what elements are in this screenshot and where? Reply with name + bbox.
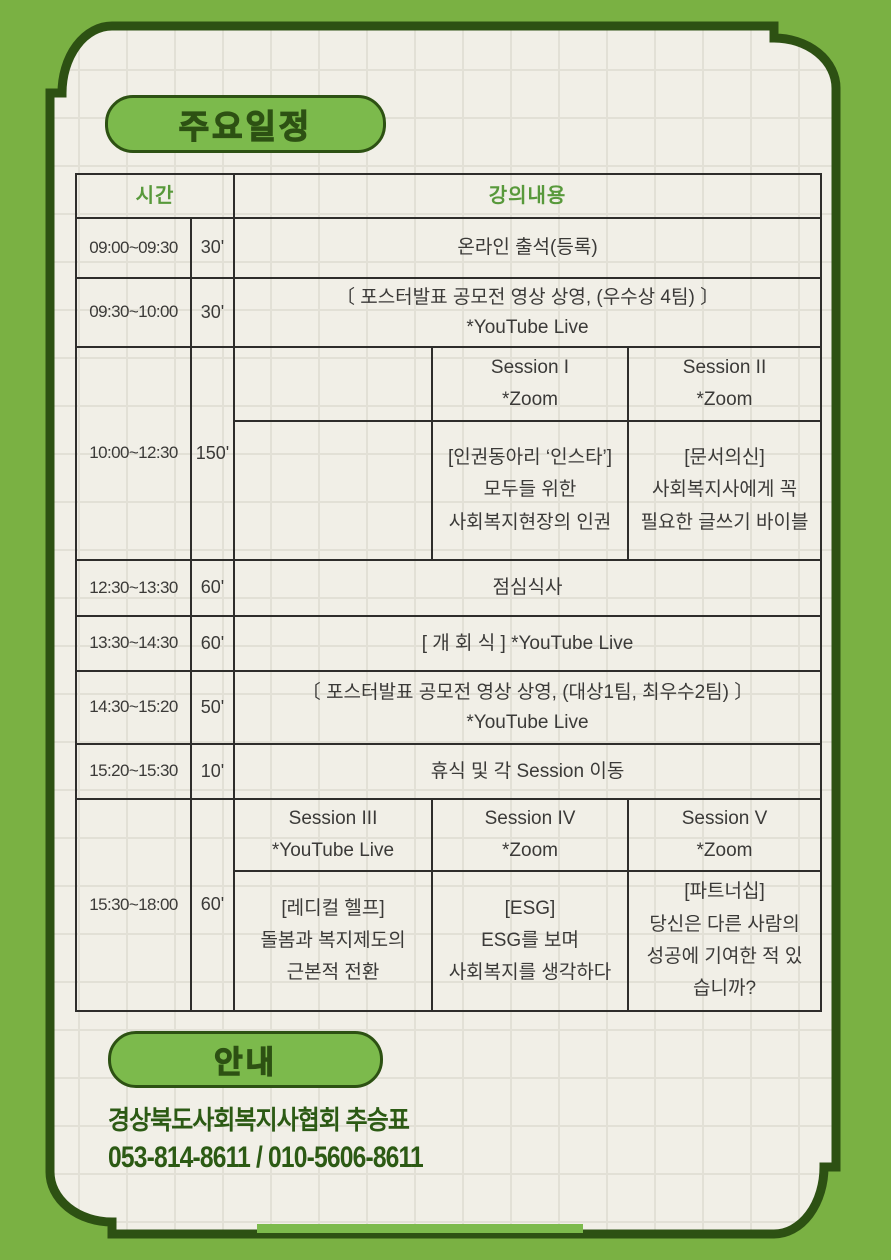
- time-cell: 13:30~14:30: [75, 615, 192, 672]
- table-row: 10:00~12:30 150' Session I *Zoom Session…: [75, 346, 823, 561]
- time-cell: 15:30~18:00: [75, 798, 192, 1012]
- session-header-cell: Session V *Zoom: [626, 798, 823, 872]
- table-row: 14:30~15:20 50' 〔 포스터발표 공모전 영상 상영, (대상1팀…: [75, 670, 823, 745]
- duration-cell: 50': [190, 670, 235, 745]
- session-header-cell: Session IV *Zoom: [431, 798, 629, 872]
- duration-cell: 150': [190, 346, 235, 561]
- time-cell: 09:30~10:00: [75, 277, 192, 348]
- session-header-cell: [233, 346, 433, 422]
- schedule-title-badge: 주요일정: [105, 95, 386, 153]
- duration-cell: 60': [190, 559, 235, 617]
- content-cell: 점심식사: [232, 559, 823, 617]
- contact-organization: 경상북도사회복지사협회 추승표: [108, 1105, 410, 1135]
- session-header-cell: Session II *Zoom: [626, 346, 823, 422]
- duration-cell: 30': [190, 277, 235, 348]
- table-row: 15:20~15:30 10' 휴식 및 각 Session 이동: [75, 743, 823, 800]
- duration-cell: 30': [190, 217, 235, 279]
- table-row: 09:00~09:30 30' 온라인 출석(등록): [75, 217, 823, 279]
- header-row: 시간 강의내용: [75, 173, 823, 219]
- session-body-cell: [233, 420, 433, 561]
- session-body-cell: [파트너십] 당신은 다른 사람의 성공에 기여한 적 있 습니까?: [626, 870, 823, 1012]
- table-row: 12:30~13:30 60' 점심식사: [75, 559, 823, 617]
- session-body-cell: [레디컬 헬프] 돌봄과 복지제도의 근본적 전환: [233, 870, 433, 1012]
- content-cell: 〔 포스터발표 공모전 영상 상영, (대상1팀, 최우수2팀) 〕 *YouT…: [232, 670, 823, 745]
- time-cell: 10:00~12:30: [75, 346, 192, 561]
- time-cell: 12:30~13:30: [75, 559, 192, 617]
- duration-cell: 60': [190, 798, 235, 1012]
- table-row: [레디컬 헬프] 돌봄과 복지제도의 근본적 전환 [ESG] ESG를 보며 …: [76, 870, 823, 1012]
- time-cell: 14:30~15:20: [75, 670, 192, 745]
- duration-cell: 10': [190, 743, 235, 800]
- time-cell: 15:20~15:30: [75, 743, 192, 800]
- session-body-cell: [ESG] ESG를 보며 사회복지를 생각하다: [431, 870, 629, 1012]
- schedule-table: 시간 강의내용 09:00~09:30 30' 온라인 출석(등록) 09:30…: [75, 173, 823, 1012]
- content-cell: [ 개 회 식 ] *YouTube Live: [232, 615, 823, 672]
- time-cell: 09:00~09:30: [75, 217, 192, 279]
- table-row: 15:30~18:00 60' Session III *YouTube Liv…: [75, 798, 823, 1012]
- content-cell: 휴식 및 각 Session 이동: [232, 743, 823, 800]
- info-title-label: 안내: [213, 1044, 278, 1080]
- time-header-cell: 시간: [75, 173, 235, 219]
- session-body-cell: [인권동아리 ‘인스타’] 모두들 위한 사회복지현장의 인권: [431, 420, 629, 561]
- duration-cell: 60': [190, 615, 235, 672]
- table-row: 09:30~10:00 30' 〔 포스터발표 공모전 영상 상영, (우수상 …: [75, 277, 823, 348]
- table-row: 13:30~14:30 60' [ 개 회 식 ] *YouTube Live: [75, 615, 823, 672]
- session-header-cell: Session I *Zoom: [431, 346, 629, 422]
- contact-phone-numbers: 053-814-8611 / 010-5606-8611: [108, 1141, 424, 1174]
- info-title-badge: 안내: [108, 1031, 383, 1088]
- session-body-cell: [문서의신] 사회복지사에게 꼭 필요한 글쓰기 바이블: [626, 420, 823, 561]
- content-cell: 온라인 출석(등록): [232, 217, 823, 279]
- bottom-accent-strip: [257, 1224, 583, 1233]
- table-row: [인권동아리 ‘인스타’] 모두들 위한 사회복지현장의 인권 [문서의신] 사…: [76, 420, 823, 561]
- content-cell: 〔 포스터발표 공모전 영상 상영, (우수상 4팀) 〕 *YouTube L…: [232, 277, 823, 348]
- session-header-cell: Session III *YouTube Live: [233, 798, 433, 872]
- schedule-title-label: 주요일정: [178, 107, 313, 145]
- content-header-cell: 강의내용: [232, 173, 823, 219]
